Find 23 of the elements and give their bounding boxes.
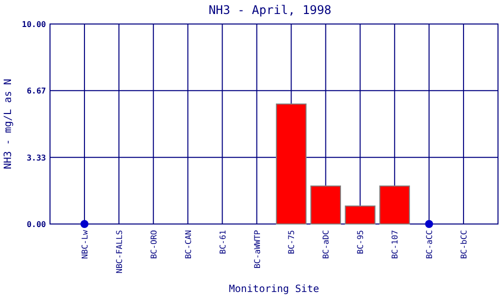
x-tick-label: BC-aDC — [322, 230, 331, 259]
x-tick-label: BC-bCC — [460, 230, 469, 259]
x-axis-title: Monitoring Site — [228, 284, 320, 295]
x-tick-label: NBC-Lw — [80, 230, 90, 259]
y-tick-label: 10.00 — [22, 20, 46, 29]
x-tick-label: BC-61 — [218, 230, 228, 254]
x-tick-label: BC-107 — [390, 230, 400, 259]
bar — [276, 104, 307, 224]
x-tick-label: BC-CAN — [184, 230, 193, 259]
x-tick-label: BC-75 — [287, 230, 296, 254]
x-tick-label: BC-ORO — [149, 230, 158, 259]
y-axis-title: NH3 - mg/L as N — [3, 78, 14, 170]
x-tick-label: NBC-FALLS — [114, 230, 124, 274]
x-tick-label: BC-95 — [356, 230, 366, 254]
y-tick-label: 3.33 — [26, 153, 46, 162]
bar — [379, 186, 410, 224]
x-tick-label: BC-aCC — [425, 230, 434, 259]
chart-title: NH3 - April, 1998 — [208, 3, 332, 17]
bar — [344, 206, 376, 224]
x-tick-label: BC-aWWTP — [252, 230, 262, 269]
bar — [310, 186, 342, 224]
y-tick-label: 0.00 — [26, 220, 46, 229]
y-tick-label: 6.67 — [26, 86, 46, 96]
